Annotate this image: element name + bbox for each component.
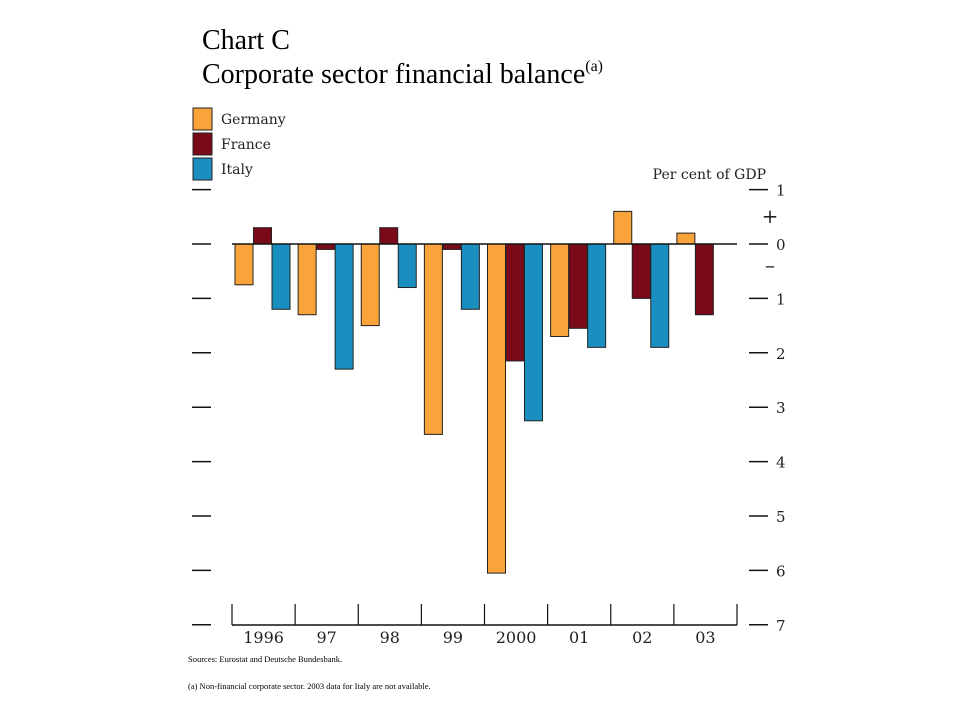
- y-tick-label: 5: [776, 508, 786, 526]
- x-tick-label: 99: [443, 628, 463, 647]
- bar-france-99: [442, 243, 462, 250]
- legend-swatch-italy: [192, 157, 213, 181]
- bar-france-1996: [253, 227, 272, 245]
- x-tick-label: 98: [380, 628, 400, 647]
- y-tick-label: 1: [776, 290, 786, 308]
- bar-italy-1996: [271, 243, 291, 310]
- bar-france-98: [379, 227, 399, 245]
- bar-italy-01: [587, 243, 607, 348]
- bar-germany-03: [676, 232, 696, 245]
- sources-note: Sources: Eurostat and Deutsche Bundesban…: [188, 654, 343, 664]
- chart-title: Chart C Corporate sector financial balan…: [202, 24, 603, 92]
- positive-sign-label: +: [762, 204, 779, 228]
- x-tick-label: 02: [632, 628, 652, 647]
- y-tick-label: 0: [776, 236, 786, 254]
- bar-germany-97: [297, 243, 317, 316]
- bar-france-02: [631, 243, 651, 299]
- bar-france-03: [694, 243, 714, 316]
- legend: Germany France Italy: [192, 107, 286, 181]
- bars: [232, 210, 737, 574]
- footnote: (a) Non-financial corporate sector. 2003…: [188, 681, 431, 691]
- bar-italy-99: [460, 243, 480, 310]
- y-tick-label: 2: [776, 345, 786, 363]
- bar-france-01: [568, 243, 588, 329]
- chart-title-text: Corporate sector financial balance: [202, 59, 586, 90]
- legend-swatch-france: [192, 132, 213, 156]
- y-tick-label: 3: [776, 399, 786, 417]
- bar-germany-1996: [234, 243, 254, 286]
- y-tick-label: 6: [776, 562, 786, 580]
- x-tick-label: 97: [317, 628, 337, 647]
- chart-title-line1: Chart C: [202, 25, 290, 56]
- bar-italy-02: [650, 243, 670, 348]
- bar-france-97: [316, 243, 336, 250]
- bar-germany-99: [423, 243, 443, 435]
- bar-germany-02: [613, 210, 633, 245]
- bar-germany-01: [550, 243, 570, 337]
- x-tick-label: 01: [569, 628, 589, 647]
- bar-germany-2000: [487, 243, 506, 574]
- title-footnote-marker: (a): [585, 58, 604, 75]
- bar-germany-98: [360, 243, 380, 327]
- y-tick-label: 7: [776, 617, 786, 635]
- y-tick-label: 4: [776, 454, 786, 472]
- x-tick-label: 2000: [496, 628, 537, 647]
- legend-swatch-germany: [192, 107, 213, 131]
- x-axis: 1996 97 98 99 2000 01 02 03: [231, 604, 738, 647]
- legend-label-italy: Italy: [221, 162, 253, 178]
- y-axis-label: Per cent of GDP: [653, 167, 766, 183]
- bar-italy-97: [334, 243, 354, 370]
- x-tick-label: 03: [695, 628, 715, 647]
- legend-label-france: France: [221, 137, 271, 153]
- negative-sign-label: –: [765, 253, 775, 277]
- y-tick-label: 1: [776, 182, 786, 200]
- left-axis-ticks: [192, 188, 211, 626]
- right-axis: 1 0 1 2 3 4 5 6 7: [749, 182, 786, 635]
- bar-italy-98: [397, 243, 417, 289]
- legend-label-germany: Germany: [221, 112, 286, 128]
- x-tick-label: 1996: [243, 628, 284, 647]
- bar-italy-2000: [524, 243, 543, 422]
- bar-france-2000: [505, 243, 525, 362]
- chart-title-line2: Corporate sector financial balance(a): [202, 58, 603, 92]
